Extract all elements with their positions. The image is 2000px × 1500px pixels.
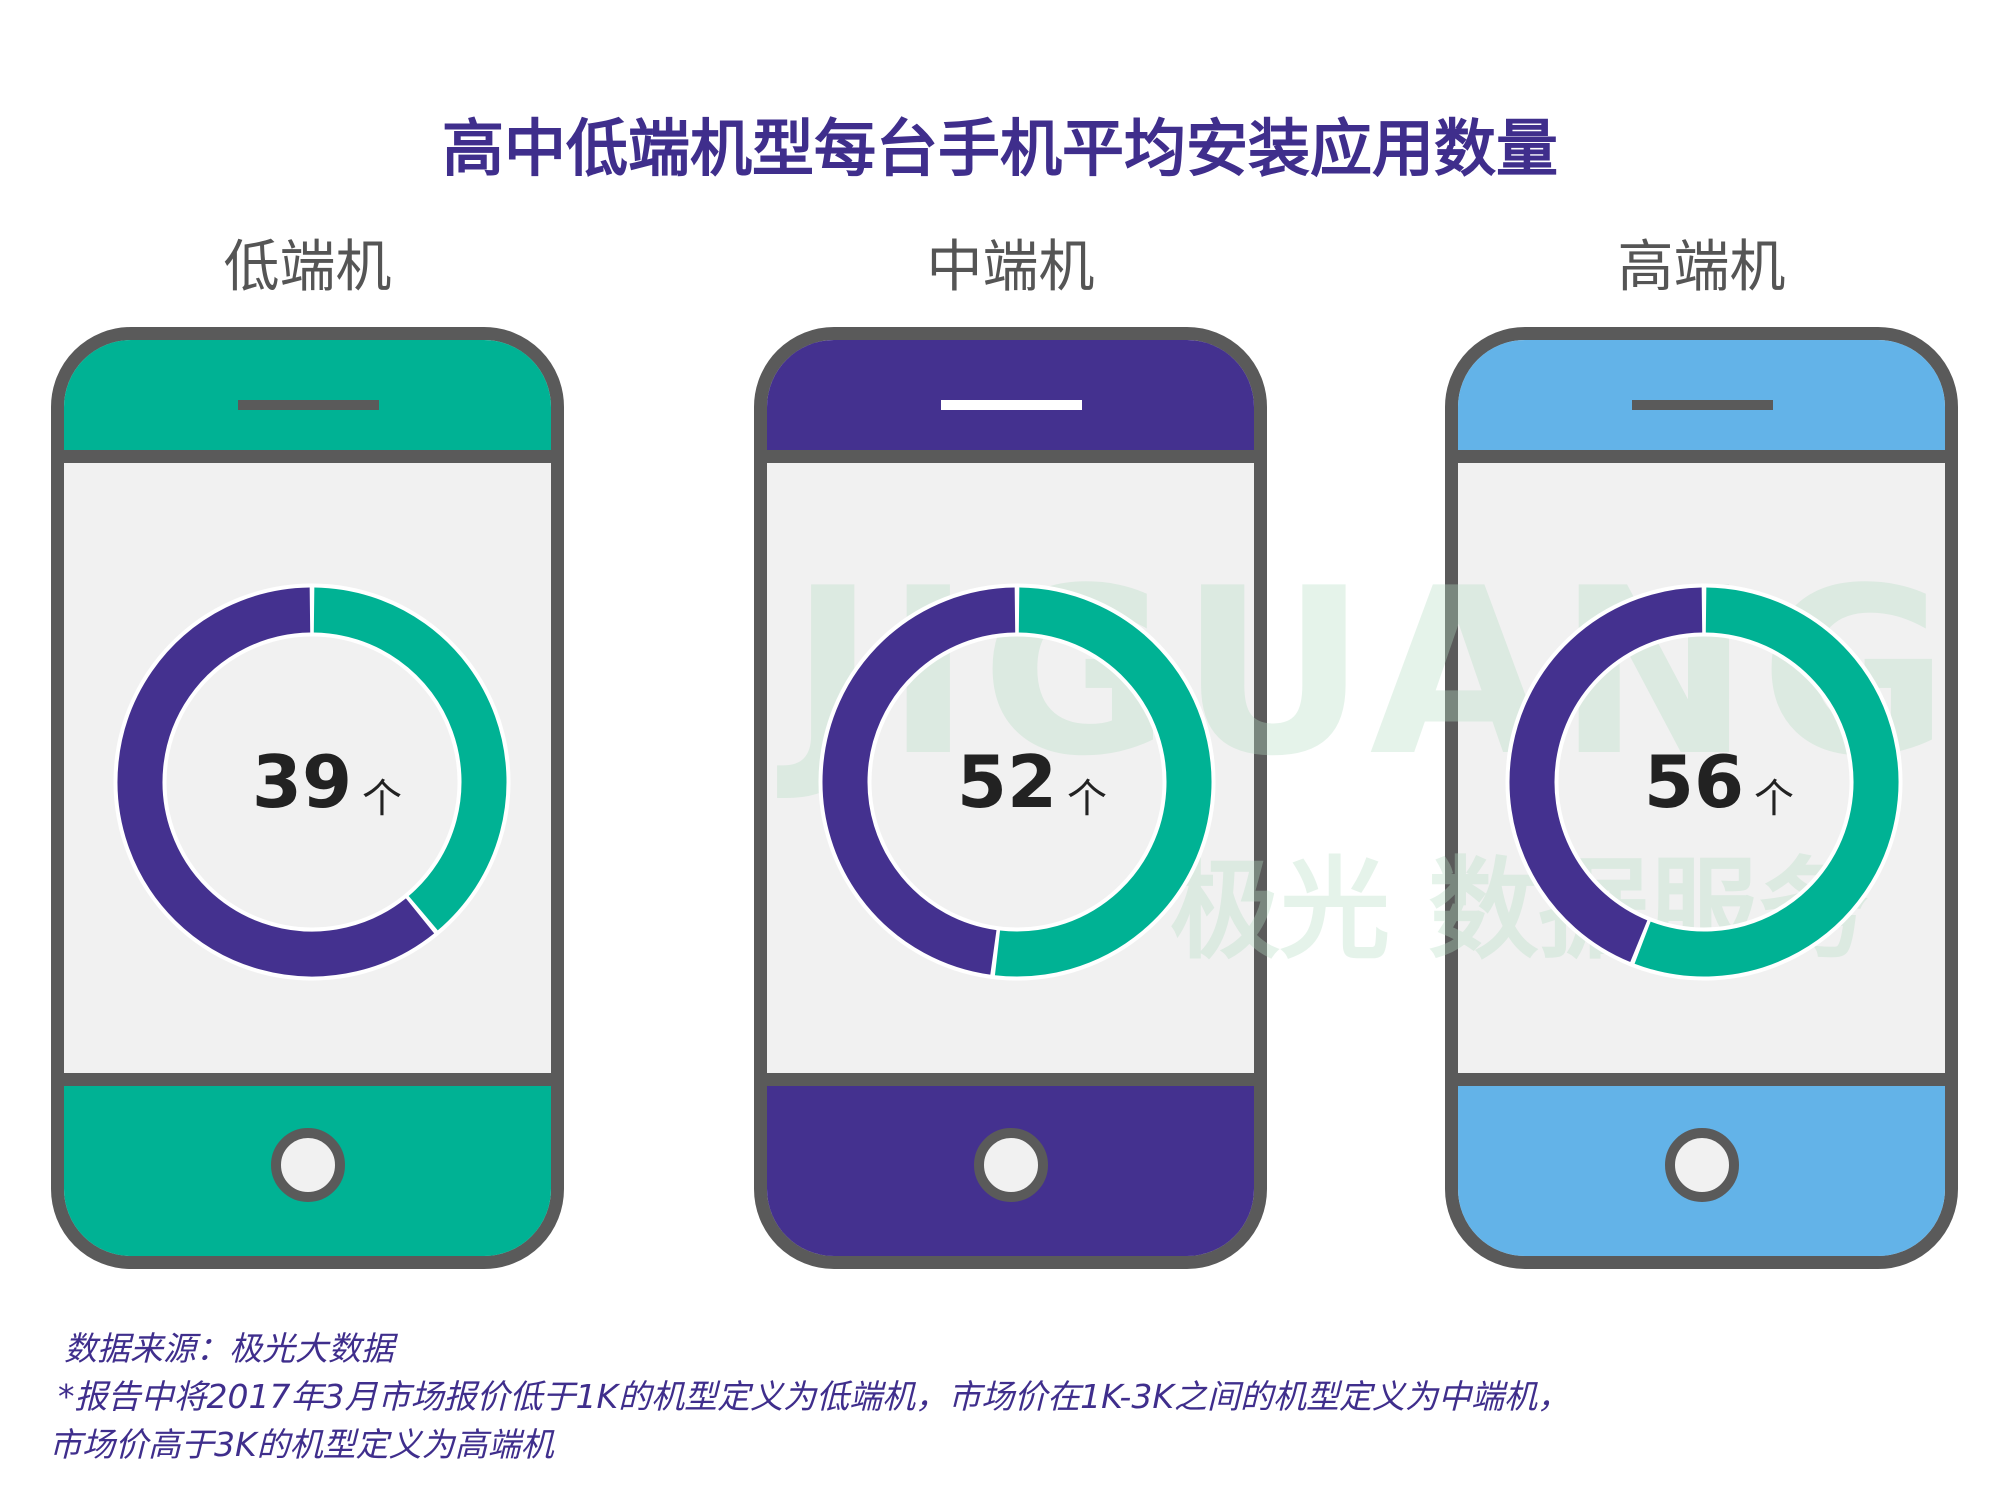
donut-unit-label: 个 — [1754, 776, 1794, 822]
home-button-icon — [270, 1128, 345, 1202]
phone-label-high: 高端机 — [1617, 235, 1786, 300]
donut-unit-label: 个 — [1067, 776, 1107, 822]
phone-label-low: 低端机 — [223, 235, 392, 300]
source-note: 数据来源：极光大数据 — [64, 1329, 394, 1368]
home-button-icon — [973, 1128, 1048, 1202]
donut-value-arc — [1634, 587, 1899, 977]
speaker-icon — [940, 400, 1082, 410]
phone-top — [1458, 340, 1945, 463]
donut-remainder-arc — [822, 587, 1016, 975]
donut-value-label: 56 — [1644, 740, 1744, 824]
donut-value-arc — [994, 587, 1212, 977]
phone-top — [767, 340, 1254, 463]
page-title: 高中低端机型每台手机平均安装应用数量 — [441, 112, 1558, 185]
donut-unit-label: 个 — [362, 776, 402, 822]
donut-value-arc — [313, 587, 507, 931]
speaker-icon — [1631, 400, 1773, 410]
phone-top — [64, 340, 551, 463]
phone-bottom — [767, 1073, 1254, 1256]
speaker-icon — [237, 400, 379, 410]
donut-value-label: 52 — [957, 740, 1057, 824]
donut-value-label: 39 — [252, 740, 352, 824]
donut-remainder-arc — [1509, 587, 1703, 962]
definition-note-line2: 市场价高于3K的机型定义为高端机 — [49, 1425, 554, 1464]
phone-bottom — [64, 1073, 551, 1256]
phone-label-mid: 中端机 — [926, 235, 1095, 300]
home-button-icon — [1664, 1128, 1739, 1202]
definition-note-line1: *报告中将2017年3月市场报价低于1K的机型定义为低端机，市场价在1K-3K之… — [58, 1377, 1570, 1416]
phone-bottom — [1458, 1073, 1945, 1256]
donut-remainder-arc — [117, 587, 435, 977]
